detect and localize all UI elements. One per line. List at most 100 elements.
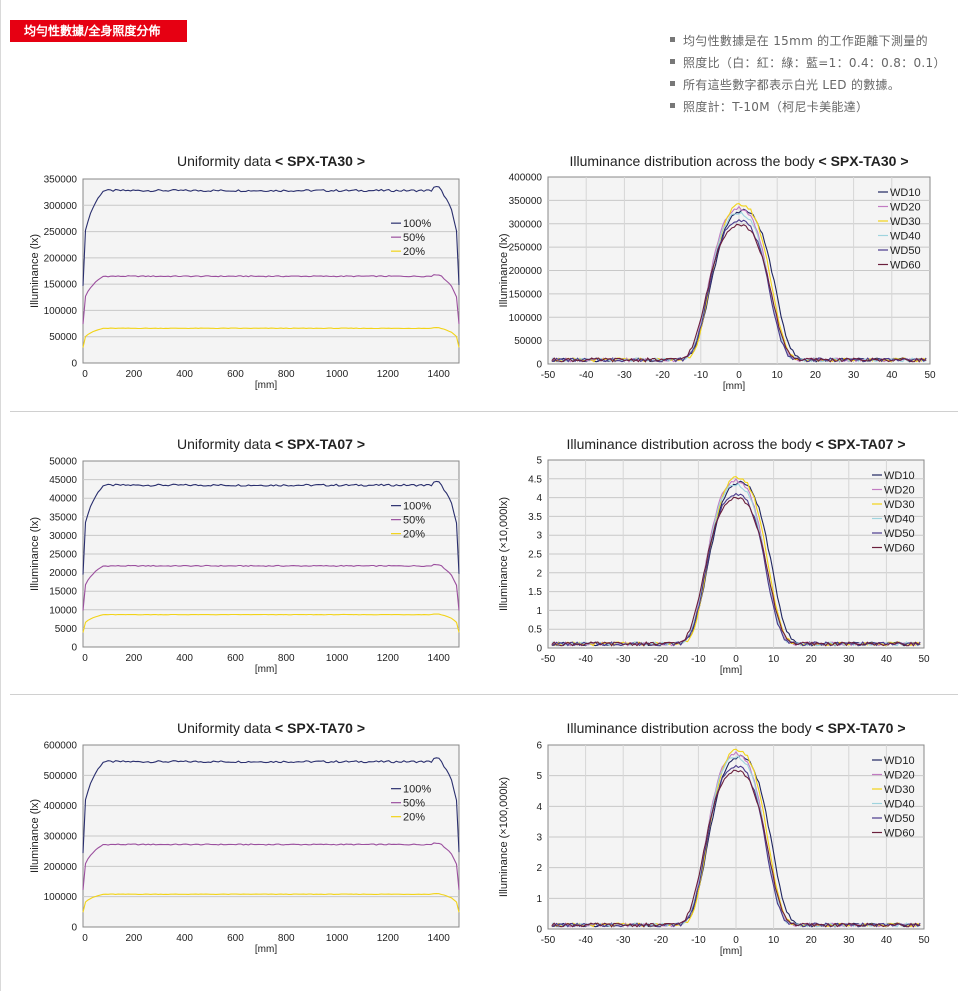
series-line-20pct (82, 893, 460, 913)
x-tick-label: 20 (810, 370, 822, 381)
y-tick-label: 2.5 (528, 550, 542, 561)
series-line-50pct (82, 842, 460, 891)
y-tick-label: 250000 (509, 243, 543, 254)
x-tick-label: 40 (881, 935, 893, 946)
note-item: 照度計：T-10M（柯尼卡美能達） (670, 97, 946, 119)
y-tick-label: 5000 (55, 624, 78, 635)
y-tick-label: 25000 (49, 550, 77, 561)
y-axis-label: Illuminance (lx) (29, 799, 41, 873)
y-tick-label: 4.5 (528, 474, 542, 485)
row-divider (10, 694, 958, 695)
y-tick-label: 10000 (49, 605, 77, 616)
x-tick-label: 1000 (326, 369, 349, 380)
legend-label: WD60 (884, 828, 915, 840)
x-axis-label: [mm] (723, 381, 745, 392)
x-tick-label: 50 (918, 935, 930, 946)
y-tick-label: 2 (536, 568, 542, 579)
x-tick-label: -10 (691, 654, 706, 665)
x-tick-label: 800 (278, 369, 295, 380)
x-tick-label: 10 (768, 654, 780, 665)
x-tick-label: -40 (578, 935, 593, 946)
chart-2: Illuminance distribution across the body… (498, 153, 936, 392)
note-item: 照度比（白：紅：綠：藍=1：0.4：0.8：0.1） (670, 53, 946, 75)
y-tick-label: 1.5 (528, 587, 542, 598)
y-tick-label: 200000 (44, 253, 78, 264)
legend-label: 100% (403, 501, 431, 513)
chart-title: Uniformity data < SPX-TA70 > (177, 720, 365, 736)
notes-list: 均勻性數據是在 15mm 的工作距離下測量的 照度比（白：紅：綠：藍=1：0.4… (670, 31, 946, 119)
x-tick-label: -20 (654, 654, 669, 665)
series-line-wd60 (551, 769, 921, 928)
note-item: 均勻性數據是在 15mm 的工作距離下測量的 (670, 31, 946, 53)
chart-title: Illuminance distribution across the body… (566, 720, 905, 736)
y-tick-label: 3 (536, 531, 542, 542)
x-tick-label: 1200 (377, 653, 400, 664)
y-tick-label: 0 (71, 359, 77, 370)
x-tick-label: 400 (176, 369, 193, 380)
y-tick-label: 100000 (44, 306, 78, 317)
y-tick-label: 250000 (44, 227, 78, 238)
legend-label: WD20 (884, 485, 915, 497)
x-axis-label: [mm] (255, 380, 277, 391)
x-axis-label: [mm] (255, 944, 277, 955)
y-tick-label: 6 (536, 741, 542, 752)
y-tick-label: 50000 (49, 457, 77, 468)
y-tick-label: 4 (536, 802, 542, 813)
y-tick-label: 5 (536, 771, 542, 782)
x-tick-label: 1000 (326, 933, 349, 944)
x-tick-label: 200 (125, 369, 142, 380)
chart-6: Illuminance distribution across the body… (498, 720, 930, 957)
y-axis-label: Illuminance (lx) (29, 234, 41, 308)
x-axis-label: [mm] (720, 946, 742, 957)
x-tick-label: 50 (918, 654, 930, 665)
y-tick-label: 300000 (44, 832, 78, 843)
y-tick-label: 0 (536, 644, 542, 655)
legend-label: 20% (403, 246, 425, 258)
chart-1: Uniformity data < SPX-TA30 > 0 50000 100000… (29, 153, 460, 391)
note-text: 照度比（白：紅：綠：藍=1：0.4：0.8：0.1） (683, 56, 946, 70)
series-line-100pct (82, 757, 460, 854)
note-item: 所有這些數字都表示白光 LED 的數據。 (670, 75, 946, 97)
y-tick-label: 0 (71, 643, 77, 654)
y-tick-label: 150000 (509, 289, 543, 300)
x-tick-label: -30 (616, 935, 631, 946)
x-tick-label: 30 (843, 654, 855, 665)
note-text: 照度計：T-10M（柯尼卡美能達） (683, 100, 869, 114)
y-tick-label: 600000 (44, 741, 78, 752)
legend-label: 100% (403, 784, 431, 796)
x-tick-label: -40 (578, 654, 593, 665)
x-tick-label: 1200 (377, 369, 400, 380)
legend-label: WD50 (890, 245, 921, 257)
y-tick-label: 35000 (49, 512, 77, 523)
x-tick-label: -40 (579, 370, 594, 381)
x-tick-label: 800 (278, 933, 295, 944)
x-tick-label: 1400 (428, 933, 451, 944)
legend-label: WD30 (884, 499, 915, 511)
x-tick-label: -30 (617, 370, 632, 381)
x-axis-label: [mm] (720, 665, 742, 676)
bullet-square-icon (670, 37, 675, 42)
y-tick-label: 1 (536, 606, 542, 617)
y-tick-label: 0 (71, 923, 77, 934)
legend-label: WD60 (890, 260, 921, 272)
x-tick-label: 20 (806, 935, 818, 946)
y-tick-label: 2 (536, 863, 542, 874)
x-axis-label: [mm] (255, 664, 277, 675)
x-tick-label: 0 (736, 370, 742, 381)
x-tick-label: -50 (541, 654, 556, 665)
legend-label: WD10 (884, 755, 915, 767)
series-line-wd60 (551, 223, 927, 363)
x-tick-label: 10 (772, 370, 784, 381)
x-tick-label: 0 (733, 935, 739, 946)
y-tick-label: 400000 (44, 801, 78, 812)
legend-label: WD50 (884, 813, 915, 825)
y-tick-label: 200000 (44, 862, 78, 873)
series-line-20pct (82, 327, 460, 348)
y-tick-label: 15000 (49, 587, 77, 598)
chart-title: Uniformity data < SPX-TA30 > (177, 153, 365, 169)
series-line-20pct (82, 613, 460, 633)
y-axis-label: Illuminance (×100,000lx) (498, 777, 510, 897)
x-tick-label: 400 (176, 933, 193, 944)
y-tick-label: 40000 (49, 494, 77, 505)
